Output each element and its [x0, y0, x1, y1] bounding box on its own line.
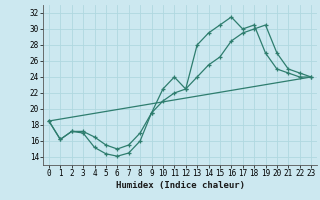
X-axis label: Humidex (Indice chaleur): Humidex (Indice chaleur)	[116, 181, 244, 190]
